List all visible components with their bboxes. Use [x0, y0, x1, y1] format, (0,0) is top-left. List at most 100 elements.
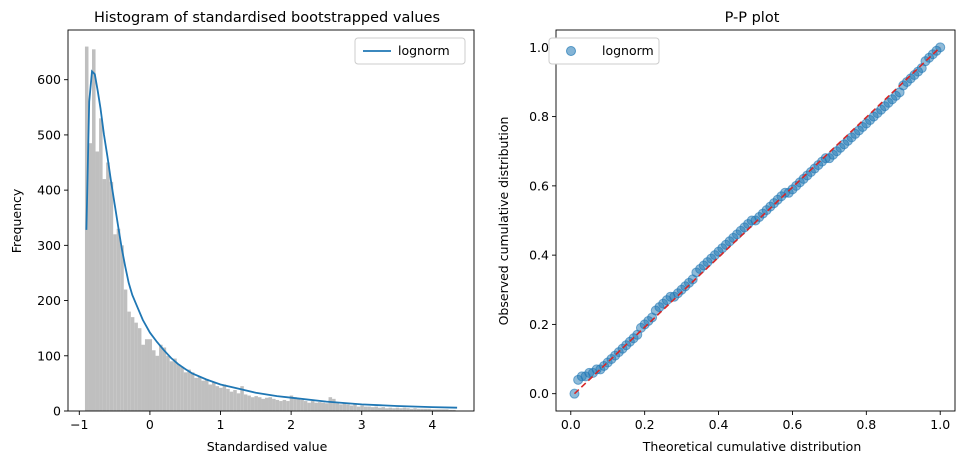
histogram-bar	[204, 378, 209, 411]
histogram-bar	[286, 401, 290, 411]
y-tick-label: 200	[37, 293, 61, 308]
histogram-bar	[353, 404, 357, 411]
histogram-bar	[194, 377, 198, 411]
histogram-bar	[434, 409, 438, 411]
histogram-bar	[148, 339, 153, 411]
histogram-bar	[152, 350, 156, 411]
x-tick-label: 2	[287, 417, 295, 432]
histogram-bar	[201, 380, 205, 411]
histogram-bar	[99, 118, 103, 411]
histogram-bar	[342, 402, 347, 411]
x-tick-label: 4	[428, 417, 436, 432]
histogram-bar	[254, 396, 258, 411]
plot-frame	[555, 29, 956, 412]
histogram-bar	[261, 398, 265, 411]
histogram-bar	[268, 397, 273, 411]
lognorm-curve	[85, 69, 458, 409]
histogram-bar	[92, 49, 96, 412]
histogram-bar	[180, 366, 184, 411]
legend-marker-swatch	[566, 46, 576, 56]
histogram-bar	[169, 361, 174, 411]
histogram-bar	[162, 347, 167, 411]
histogram-bar	[423, 408, 428, 411]
histogram-bar	[363, 406, 368, 411]
histogram-ylabel: Frequency	[9, 188, 24, 253]
histogram-bar	[183, 372, 188, 411]
reference-line	[573, 46, 941, 395]
y-tick-label: 400	[37, 183, 61, 198]
histogram-bar	[370, 407, 375, 411]
histogram-bar	[395, 407, 400, 411]
y-tick-label: 100	[37, 348, 61, 363]
histogram-bar	[374, 406, 378, 411]
histogram-bar	[303, 401, 308, 411]
histogram-bar	[392, 408, 396, 411]
histogram-bar	[155, 355, 160, 411]
histogram-bar	[289, 395, 294, 411]
x-tick-label: 1	[217, 417, 225, 432]
y-tick-label: 0.8	[529, 109, 549, 124]
histogram-bar	[208, 384, 213, 411]
histogram-bar	[402, 407, 407, 411]
pp-plot-xlabel: Theoretical cumulative distribution	[642, 439, 862, 454]
plot-frame	[67, 29, 475, 412]
histogram-bar	[314, 402, 318, 411]
histogram-bar	[229, 391, 234, 411]
y-tick-label: 300	[37, 238, 61, 253]
pp-plot-legend: lognorm	[548, 37, 660, 65]
histogram-bar	[102, 179, 107, 411]
histogram-bar	[243, 394, 248, 411]
y-tick-label: 600	[37, 72, 61, 87]
histogram-bar	[173, 358, 177, 411]
histogram-panel: Histogram of standardised bootstrapped v…	[9, 10, 475, 454]
histogram-bar	[212, 382, 216, 411]
histogram-bar	[406, 408, 410, 411]
histogram-bar	[317, 402, 322, 411]
x-tick-label: −1	[70, 417, 88, 432]
histogram-bar	[441, 409, 446, 411]
histogram-bar	[187, 369, 191, 411]
histogram-bar	[116, 228, 121, 411]
histogram-bar	[176, 364, 181, 411]
y-tick-label: 0.6	[529, 178, 549, 193]
histogram-bar	[437, 409, 442, 411]
pp-plot-ylabel: Observed cumulative distribution	[496, 117, 511, 326]
histogram-bar	[106, 162, 110, 411]
histogram-bar	[325, 403, 329, 411]
x-tick-label: 0.8	[856, 417, 876, 432]
y-tick-label: 500	[37, 127, 61, 142]
histogram-bar	[335, 403, 340, 411]
histogram-bar	[381, 407, 386, 411]
histogram-bar	[127, 311, 131, 411]
histogram-bar	[310, 401, 315, 411]
y-tick-label: 1.0	[529, 40, 549, 55]
histogram-legend: lognorm	[354, 37, 466, 65]
histogram-title: Histogram of standardised bootstrapped v…	[94, 10, 440, 26]
x-tick-label: 0	[146, 417, 154, 432]
histogram-bar	[339, 404, 343, 411]
histogram-bar	[377, 407, 382, 411]
histogram-bar	[452, 409, 456, 411]
y-tick-label: 0	[53, 404, 61, 419]
y-tick-label: 0.0	[529, 386, 549, 401]
histogram-bar	[445, 409, 449, 411]
histogram-bar	[300, 399, 304, 411]
legend-frame	[354, 37, 466, 65]
histogram-bar	[109, 181, 114, 411]
pp-plot-panel: P-P plot 0.0 0.2 0.4 0.6 0.8 1.00.00.20.40.60…	[496, 10, 956, 454]
histogram-bar	[141, 344, 145, 411]
histogram-bar	[275, 399, 280, 411]
histogram-bar	[399, 408, 403, 411]
histogram-bar	[144, 339, 149, 411]
histogram-bar	[346, 404, 350, 411]
histogram-bar	[190, 372, 195, 411]
y-tick-label: 0.2	[529, 317, 549, 332]
histogram-bar	[293, 397, 297, 411]
histogram-xlabel: Standardised value	[207, 439, 328, 454]
histogram-bar	[159, 344, 163, 411]
histogram-bar	[332, 398, 336, 411]
histogram-bar	[356, 406, 361, 411]
histogram-bar	[257, 397, 262, 411]
x-tick-label: 0.6	[782, 417, 802, 432]
